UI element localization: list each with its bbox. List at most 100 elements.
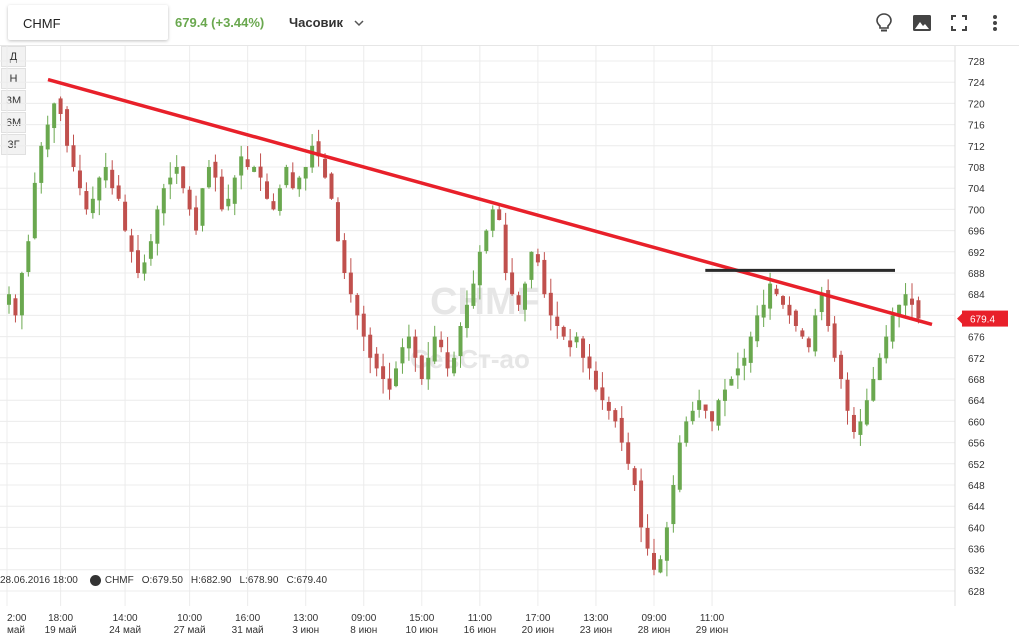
candle-body	[574, 336, 579, 343]
trend-line	[47, 77, 933, 327]
candle-body	[755, 315, 760, 342]
candle-body	[258, 166, 263, 178]
price-axis: 628 632 636 640 644 648 652 656 660 664 668 672 676 6…	[954, 46, 985, 606]
candle-body	[684, 421, 689, 443]
candle-body	[277, 188, 282, 211]
x-tick-time: 14:00	[113, 613, 138, 624]
candle-body	[310, 145, 315, 168]
candle-body	[129, 235, 134, 252]
candle-body	[619, 417, 624, 443]
symbol-input[interactable]: CHMF	[8, 5, 168, 40]
image-icon	[913, 15, 931, 31]
candle-body	[587, 356, 592, 369]
x-tick-time: 17:00	[525, 613, 550, 624]
x-tick-time: 09:00	[351, 613, 376, 624]
candle-body	[884, 336, 889, 359]
candle-body	[748, 336, 753, 363]
candle-body	[742, 357, 747, 366]
candle-body	[910, 298, 914, 305]
legend-close: C:679.40	[286, 575, 328, 586]
candle-body	[355, 295, 360, 316]
candles	[7, 96, 921, 577]
candle-body	[722, 389, 727, 401]
candle-body	[452, 357, 457, 374]
lightbulb-icon	[876, 13, 892, 32]
y-tick-label: 664	[968, 396, 985, 407]
y-tick-label: 636	[968, 545, 985, 556]
candle-body	[781, 296, 785, 305]
candle-body	[419, 355, 424, 379]
candle-body	[323, 158, 328, 178]
x-tick-date: 29 июн	[696, 625, 729, 636]
candle-body	[703, 404, 708, 411]
candle-body	[510, 272, 515, 295]
snapshot-button[interactable]	[909, 10, 935, 36]
candle-body	[645, 527, 650, 549]
candle-body	[806, 338, 811, 348]
candle-body	[664, 527, 669, 561]
price-tag-box	[962, 310, 1008, 327]
interval-label: Часовик	[289, 15, 344, 30]
candle-body	[19, 273, 24, 316]
candle-body	[851, 414, 856, 432]
candle-body	[368, 334, 373, 358]
y-tick-label: 652	[968, 460, 985, 471]
candle-body	[290, 172, 295, 189]
more-vert-icon	[993, 15, 997, 31]
candle-body	[181, 166, 186, 189]
x-tick-date: 20 июн	[522, 625, 555, 636]
y-tick-label: 656	[968, 439, 985, 450]
candle-body	[439, 339, 444, 348]
candle-body	[71, 145, 76, 167]
y-tick-label: 688	[968, 269, 985, 280]
candle-body	[232, 177, 237, 204]
candle-body	[503, 224, 508, 273]
lightbulb-button[interactable]	[871, 10, 897, 36]
y-tick-label: 700	[968, 205, 985, 216]
candle-body	[735, 368, 740, 376]
candle-body	[213, 161, 218, 178]
candle-body	[793, 310, 798, 326]
x-tick-date: 28 июн	[638, 625, 671, 636]
x-tick-date: май	[7, 625, 25, 636]
candle-body	[432, 336, 437, 362]
x-tick-time: 09:00	[641, 613, 666, 624]
candle-body	[632, 468, 637, 485]
y-tick-label: 692	[968, 248, 985, 259]
legend-open: O:679.50	[141, 575, 183, 586]
candle-body	[271, 201, 276, 210]
candle-body	[194, 207, 199, 231]
candle-body	[206, 167, 211, 188]
candle-body	[13, 298, 18, 316]
interval-select[interactable]: Часовик	[289, 15, 365, 30]
candle-body	[174, 167, 179, 174]
candle-body	[497, 209, 502, 220]
candle-body	[39, 145, 44, 183]
candle-body	[348, 272, 353, 295]
more-button[interactable]	[982, 10, 1008, 36]
candle-body	[161, 188, 166, 214]
candle-body	[677, 442, 682, 490]
candle-body	[148, 241, 153, 259]
y-tick-label: 696	[968, 227, 985, 238]
x-tick-time: 11:00	[700, 613, 725, 624]
y-tick-label: 668	[968, 375, 985, 386]
x-tick-time: 16:00	[235, 613, 260, 624]
x-tick-time: 11:00	[468, 613, 493, 624]
candle-body	[7, 294, 11, 305]
price-tag-arrow	[957, 313, 962, 324]
x-tick-date: 27 май	[174, 625, 206, 636]
price-chart[interactable]: CHMF СевСт-ао 62863263664064464865265666…	[0, 46, 1019, 638]
candle-body	[381, 366, 386, 379]
y-tick-label: 728	[968, 57, 985, 68]
y-tick-label: 648	[968, 481, 985, 492]
candle-body	[903, 294, 908, 306]
x-tick-time: 2:00	[7, 613, 27, 624]
candle-body	[284, 167, 289, 186]
candle-body	[671, 485, 676, 525]
fullscreen-button[interactable]	[946, 10, 972, 36]
candle-body	[839, 354, 844, 379]
legend-symbol: CHMF	[104, 575, 134, 586]
